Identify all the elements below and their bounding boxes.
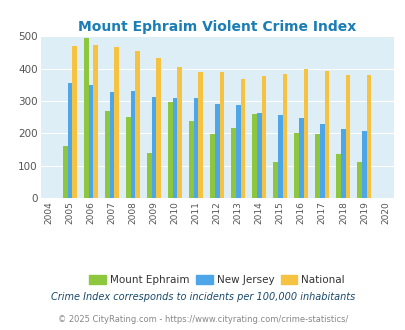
Bar	[114, 47, 119, 198]
Bar	[173, 98, 177, 198]
Bar	[345, 75, 350, 198]
Bar	[198, 72, 202, 198]
Bar	[194, 98, 198, 198]
Bar	[130, 91, 135, 198]
Bar	[277, 115, 282, 198]
Bar	[177, 67, 182, 198]
Bar	[156, 58, 161, 198]
Bar	[210, 134, 214, 198]
Bar	[273, 162, 277, 198]
Bar	[282, 74, 286, 198]
Text: © 2025 CityRating.com - https://www.cityrating.com/crime-statistics/: © 2025 CityRating.com - https://www.city…	[58, 315, 347, 324]
Bar	[89, 85, 93, 198]
Bar	[126, 116, 130, 198]
Title: Mount Ephraim Violent Crime Index: Mount Ephraim Violent Crime Index	[78, 20, 356, 34]
Bar	[298, 118, 303, 198]
Bar	[294, 133, 298, 198]
Bar	[340, 129, 345, 198]
Bar	[315, 134, 319, 198]
Bar	[366, 75, 371, 198]
Bar	[214, 104, 219, 198]
Bar	[256, 113, 261, 198]
Bar	[336, 154, 340, 198]
Bar	[261, 76, 266, 198]
Bar	[151, 97, 156, 198]
Legend: Mount Ephraim, New Jersey, National: Mount Ephraim, New Jersey, National	[85, 271, 348, 289]
Bar	[240, 79, 245, 198]
Bar	[63, 146, 68, 198]
Bar	[147, 153, 151, 198]
Bar	[84, 38, 89, 198]
Bar	[72, 46, 77, 198]
Bar	[303, 69, 307, 198]
Bar	[189, 121, 194, 198]
Text: Crime Index corresponds to incidents per 100,000 inhabitants: Crime Index corresponds to incidents per…	[51, 292, 354, 302]
Bar	[252, 114, 256, 198]
Bar	[219, 72, 224, 198]
Bar	[68, 83, 72, 198]
Bar	[361, 131, 366, 198]
Bar	[105, 111, 109, 198]
Bar	[356, 162, 361, 198]
Bar	[319, 124, 324, 198]
Bar	[109, 92, 114, 198]
Bar	[168, 102, 173, 198]
Bar	[324, 71, 328, 198]
Bar	[93, 45, 98, 198]
Bar	[135, 50, 140, 198]
Bar	[235, 105, 240, 198]
Bar	[231, 128, 235, 198]
